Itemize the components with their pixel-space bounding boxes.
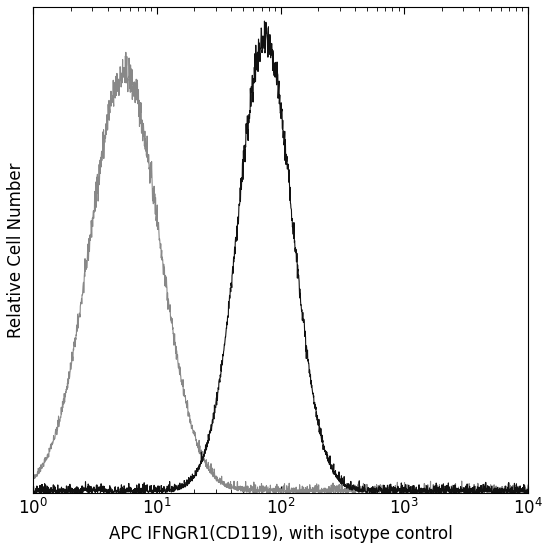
- X-axis label: APC IFNGR1(CD119), with isotype control: APC IFNGR1(CD119), with isotype control: [109, 525, 453, 543]
- Y-axis label: Relative Cell Number: Relative Cell Number: [7, 162, 25, 338]
